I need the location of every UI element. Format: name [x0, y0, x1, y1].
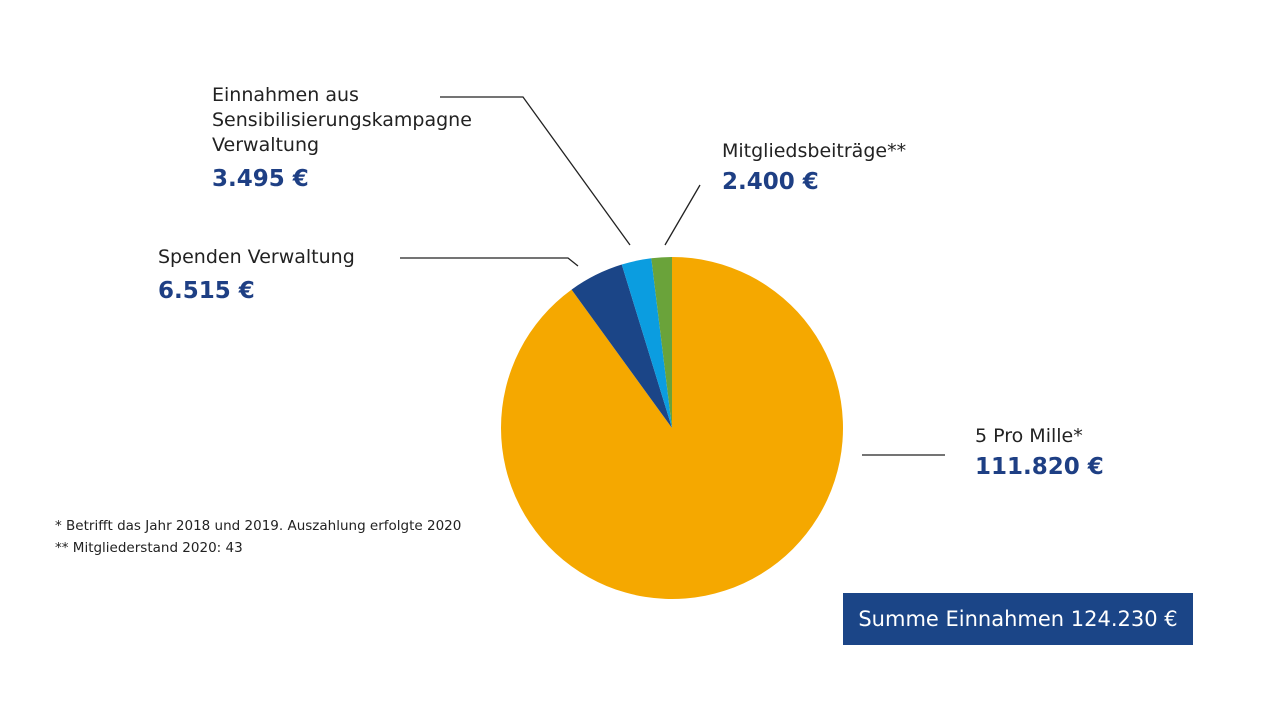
slice-label: Spenden Verwaltung: [158, 246, 355, 268]
value-label: 3.495 €: [212, 166, 309, 192]
footnote: ** Mitgliederstand 2020: 43: [55, 540, 243, 556]
leader-line: [664, 184, 701, 246]
total-box: Summe Einnahmen 124.230 €: [843, 593, 1193, 645]
pie-slice: [571, 264, 672, 428]
footnote: * Betrifft das Jahr 2018 und 2019. Ausza…: [55, 518, 462, 534]
value-label: 6.515 €: [158, 278, 255, 304]
slice-label: Einnahmen aus Sensibilisierungskampagne …: [212, 84, 472, 156]
pie-slice: [651, 257, 672, 428]
leader-lines: [400, 96, 945, 456]
value-label: 2.400 €: [722, 169, 819, 195]
slice-label: 5 Pro Mille*: [975, 425, 1083, 447]
value-label: 111.820 €: [975, 454, 1104, 480]
leader-line: [440, 96, 631, 246]
pie: [501, 257, 844, 599]
pie-slice: [621, 258, 672, 428]
leader-line: [400, 257, 579, 267]
slice-label: Mitgliedsbeiträge**: [722, 140, 907, 162]
